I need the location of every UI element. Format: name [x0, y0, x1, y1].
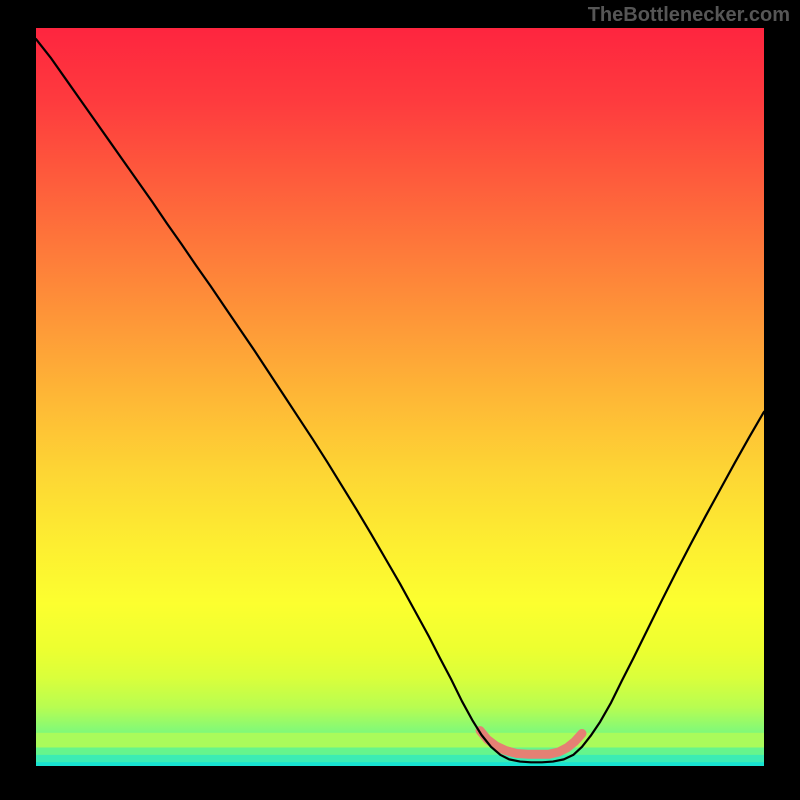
gradient-background [36, 28, 764, 766]
bottom-color-bands [36, 733, 764, 766]
bottleneck-chart-svg [36, 28, 764, 766]
chart-frame: TheBottlenecker.com [0, 0, 800, 800]
plot-area [36, 28, 764, 766]
page-attribution: TheBottlenecker.com [588, 4, 790, 27]
